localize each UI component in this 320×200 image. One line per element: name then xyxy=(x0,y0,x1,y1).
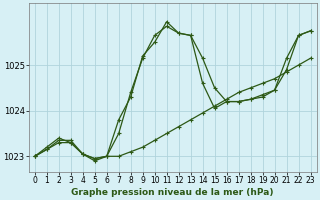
X-axis label: Graphe pression niveau de la mer (hPa): Graphe pression niveau de la mer (hPa) xyxy=(71,188,274,197)
